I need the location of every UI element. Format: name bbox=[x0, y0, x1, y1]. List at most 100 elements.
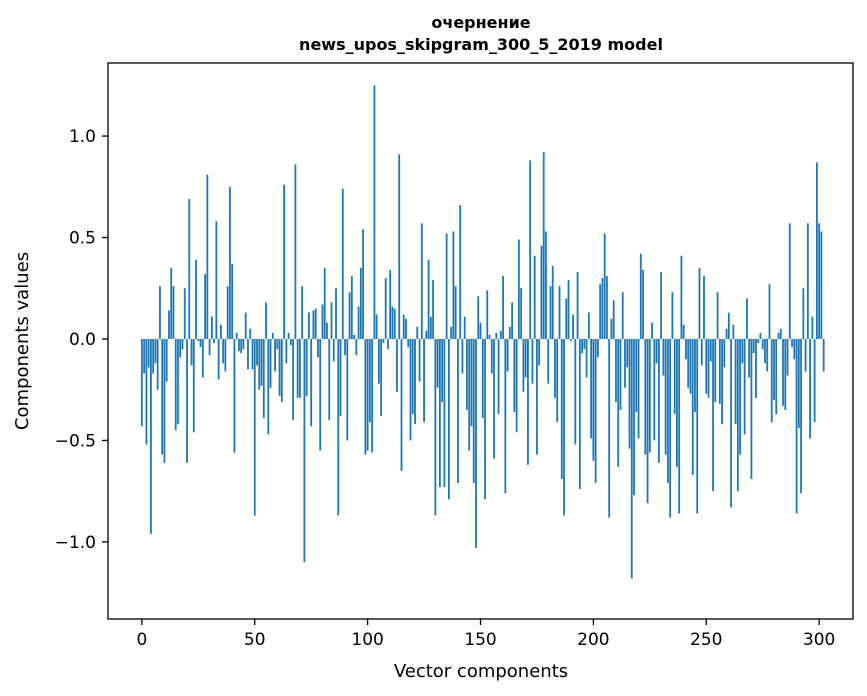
bar bbox=[475, 338, 477, 548]
bar bbox=[522, 338, 525, 392]
bar bbox=[782, 338, 784, 406]
bar bbox=[506, 338, 509, 372]
bar bbox=[303, 338, 306, 563]
bar bbox=[249, 328, 252, 339]
bar bbox=[438, 338, 441, 488]
bar bbox=[617, 338, 620, 467]
bar bbox=[219, 324, 222, 339]
bar bbox=[192, 338, 195, 433]
bar bbox=[671, 292, 674, 339]
bar bbox=[556, 338, 559, 423]
bar bbox=[267, 338, 270, 435]
bar bbox=[578, 338, 581, 490]
bar bbox=[188, 198, 191, 339]
bar bbox=[181, 338, 184, 350]
bar bbox=[470, 338, 473, 427]
bar bbox=[752, 338, 755, 354]
bar bbox=[229, 186, 231, 339]
bar bbox=[633, 338, 635, 496]
bar bbox=[621, 292, 624, 339]
bar bbox=[563, 338, 565, 516]
bar bbox=[481, 338, 484, 419]
bar bbox=[278, 338, 281, 396]
bar bbox=[251, 338, 254, 370]
bar bbox=[285, 338, 288, 364]
bar bbox=[603, 233, 606, 339]
bar bbox=[511, 302, 514, 339]
bar bbox=[332, 338, 335, 362]
bar bbox=[479, 322, 482, 339]
bar bbox=[463, 316, 466, 339]
bar bbox=[457, 338, 459, 484]
bar bbox=[366, 338, 369, 451]
bar bbox=[210, 316, 213, 339]
bar bbox=[612, 300, 615, 339]
bar bbox=[759, 332, 762, 339]
bar bbox=[298, 338, 301, 398]
x-tick-label: 300 bbox=[803, 630, 835, 650]
bar bbox=[743, 338, 746, 435]
bar bbox=[802, 288, 805, 339]
bar bbox=[669, 338, 672, 518]
bar bbox=[224, 338, 227, 372]
bar bbox=[238, 338, 240, 352]
bar bbox=[520, 288, 523, 339]
bar bbox=[642, 269, 644, 339]
bar bbox=[355, 338, 358, 356]
bar bbox=[788, 223, 791, 339]
bar bbox=[197, 338, 200, 341]
bar bbox=[454, 286, 457, 339]
bar bbox=[269, 338, 272, 388]
bar bbox=[452, 231, 455, 339]
bar bbox=[258, 338, 261, 390]
bar bbox=[317, 338, 319, 358]
bar bbox=[226, 286, 229, 339]
bar bbox=[359, 267, 362, 339]
bar bbox=[585, 338, 588, 378]
bar bbox=[414, 338, 416, 425]
bar bbox=[183, 288, 186, 339]
bar bbox=[204, 274, 206, 339]
bar bbox=[531, 338, 534, 384]
bar bbox=[601, 278, 604, 339]
bar bbox=[508, 326, 511, 339]
bar bbox=[777, 332, 780, 339]
bar bbox=[328, 338, 331, 421]
bar bbox=[682, 324, 685, 339]
bar bbox=[775, 338, 778, 415]
bar bbox=[149, 338, 152, 534]
bar bbox=[240, 338, 243, 354]
bar bbox=[387, 338, 389, 350]
bar bbox=[768, 284, 771, 339]
bar bbox=[651, 322, 653, 339]
bar bbox=[818, 223, 821, 339]
bar bbox=[741, 338, 744, 364]
bar bbox=[698, 267, 701, 339]
bar bbox=[305, 338, 308, 396]
bar bbox=[581, 338, 583, 354]
bar bbox=[515, 338, 518, 433]
bar bbox=[179, 338, 182, 358]
bar bbox=[244, 312, 247, 339]
bar bbox=[565, 298, 568, 339]
bar bbox=[773, 338, 775, 400]
bar bbox=[380, 338, 383, 417]
bar bbox=[447, 338, 450, 500]
bar bbox=[393, 308, 396, 339]
bar bbox=[560, 338, 563, 479]
bar bbox=[705, 338, 708, 394]
bar bbox=[725, 328, 728, 339]
bar bbox=[662, 338, 665, 376]
bar bbox=[396, 338, 398, 392]
bar bbox=[714, 338, 717, 402]
bar bbox=[283, 184, 285, 339]
bar bbox=[287, 332, 290, 339]
bar bbox=[400, 338, 403, 471]
bar bbox=[371, 338, 374, 453]
bar bbox=[653, 338, 656, 441]
bar bbox=[504, 338, 507, 494]
bar bbox=[423, 338, 425, 423]
bar bbox=[569, 338, 572, 341]
bar bbox=[330, 302, 333, 339]
x-tick-label: 0 bbox=[136, 630, 147, 650]
